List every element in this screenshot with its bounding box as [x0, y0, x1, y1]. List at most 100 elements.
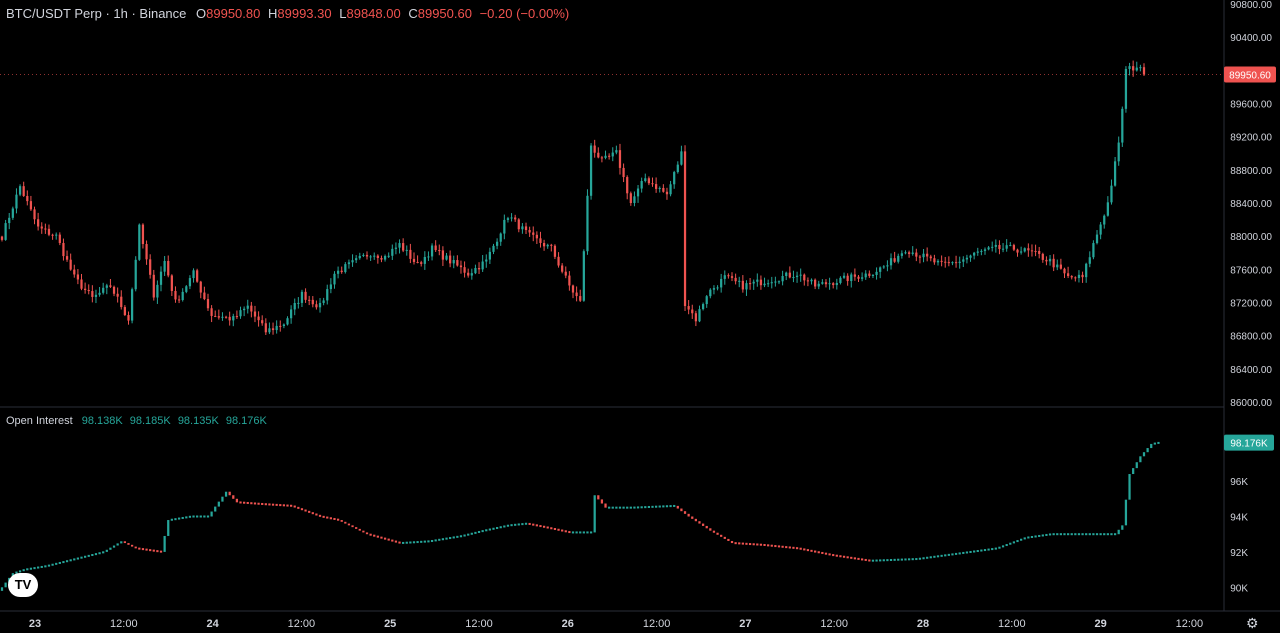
oi-bar	[940, 554, 943, 557]
candle-body	[1124, 68, 1128, 109]
candle-body	[275, 325, 278, 331]
oi-bar	[922, 557, 925, 560]
candle-body	[994, 244, 997, 247]
price-tick-label: 90800.00	[1230, 0, 1272, 11]
candle	[55, 232, 58, 240]
oi-bar	[969, 550, 972, 553]
candle-body	[546, 244, 549, 247]
candle	[1059, 258, 1062, 270]
oi-bar	[109, 547, 112, 550]
candle-body	[600, 157, 604, 159]
oi-bar	[1041, 534, 1044, 537]
candle	[1121, 106, 1124, 147]
candle	[860, 272, 864, 282]
symbol-name[interactable]: BTC/USDT Perp · 1h · Binance	[6, 6, 187, 21]
oi-bar	[185, 516, 188, 519]
candle	[651, 177, 654, 187]
candle	[123, 305, 126, 317]
oi-bar	[691, 516, 694, 519]
candle	[1110, 179, 1113, 205]
candle-body	[282, 324, 286, 327]
candle	[318, 298, 322, 313]
candle	[528, 226, 531, 237]
candle	[1103, 214, 1106, 229]
gear-icon[interactable]: ⚙	[1246, 615, 1259, 631]
candle	[698, 305, 701, 323]
candle-body	[528, 230, 531, 233]
candle	[871, 274, 875, 279]
oi-bar	[138, 547, 141, 550]
candle-body	[842, 275, 846, 278]
candle-body	[221, 316, 224, 318]
oi-bar	[503, 525, 506, 528]
candle	[929, 254, 932, 262]
oi-bar	[308, 510, 311, 513]
oi-bar	[214, 506, 217, 512]
candle-body	[459, 265, 463, 268]
oi-value-open: 98.138K	[81, 415, 123, 427]
candle	[47, 224, 51, 237]
oi-bars	[0, 441, 1160, 591]
open-interest-title[interactable]: Open Interest	[6, 415, 73, 427]
candle	[485, 254, 488, 268]
candle-body	[485, 259, 488, 262]
oi-bar	[893, 558, 896, 561]
candle	[636, 185, 640, 203]
oi-bar	[275, 503, 278, 506]
oi-bar	[1009, 542, 1012, 545]
candle-body	[481, 261, 484, 270]
candle-body	[799, 274, 802, 276]
oi-bar	[882, 559, 885, 562]
oi-bar	[1005, 544, 1008, 547]
oi-bar	[629, 506, 632, 509]
oi-bar	[495, 527, 499, 530]
candle	[261, 315, 264, 326]
oi-bar	[477, 530, 481, 533]
time-tick-label: 12:00	[643, 618, 671, 630]
oi-bar	[1070, 533, 1073, 536]
oi-bar	[879, 559, 882, 562]
candle-body	[680, 151, 683, 165]
oi-bar	[1081, 533, 1084, 536]
price-tick-label: 87600.00	[1230, 265, 1272, 276]
candle-body	[720, 278, 723, 288]
candle	[954, 255, 958, 268]
candle	[940, 255, 943, 267]
candle	[524, 222, 528, 234]
oi-bar	[257, 502, 260, 505]
candle	[459, 260, 463, 274]
oi-bar	[62, 561, 65, 564]
oi-bar	[409, 541, 412, 544]
candle	[618, 143, 622, 175]
candle	[452, 255, 455, 269]
candle-body	[33, 209, 36, 220]
candle	[221, 312, 224, 321]
candle	[915, 248, 918, 262]
candle	[26, 190, 29, 206]
candle	[420, 260, 423, 267]
oi-bar	[369, 533, 372, 536]
candle	[51, 233, 54, 240]
oi-bar	[615, 506, 618, 509]
candle	[665, 187, 669, 200]
candle	[130, 287, 134, 324]
candle	[958, 256, 961, 269]
oi-bar	[116, 543, 119, 546]
candle-body	[767, 283, 770, 285]
oi-bar	[886, 559, 889, 562]
candle-body	[998, 244, 1001, 250]
candle	[589, 143, 593, 200]
oi-bar	[253, 502, 257, 505]
oi-bar	[915, 558, 918, 561]
candle	[427, 251, 430, 261]
candle-body	[882, 266, 885, 268]
oi-bar	[850, 556, 853, 559]
candle	[463, 261, 466, 278]
oi-bar	[1023, 537, 1026, 540]
candle-body	[441, 250, 445, 260]
tradingview-logo-icon[interactable]: TV	[8, 573, 38, 597]
oi-bar	[608, 506, 611, 509]
oi-bar	[965, 551, 969, 554]
oi-bar	[871, 559, 875, 562]
